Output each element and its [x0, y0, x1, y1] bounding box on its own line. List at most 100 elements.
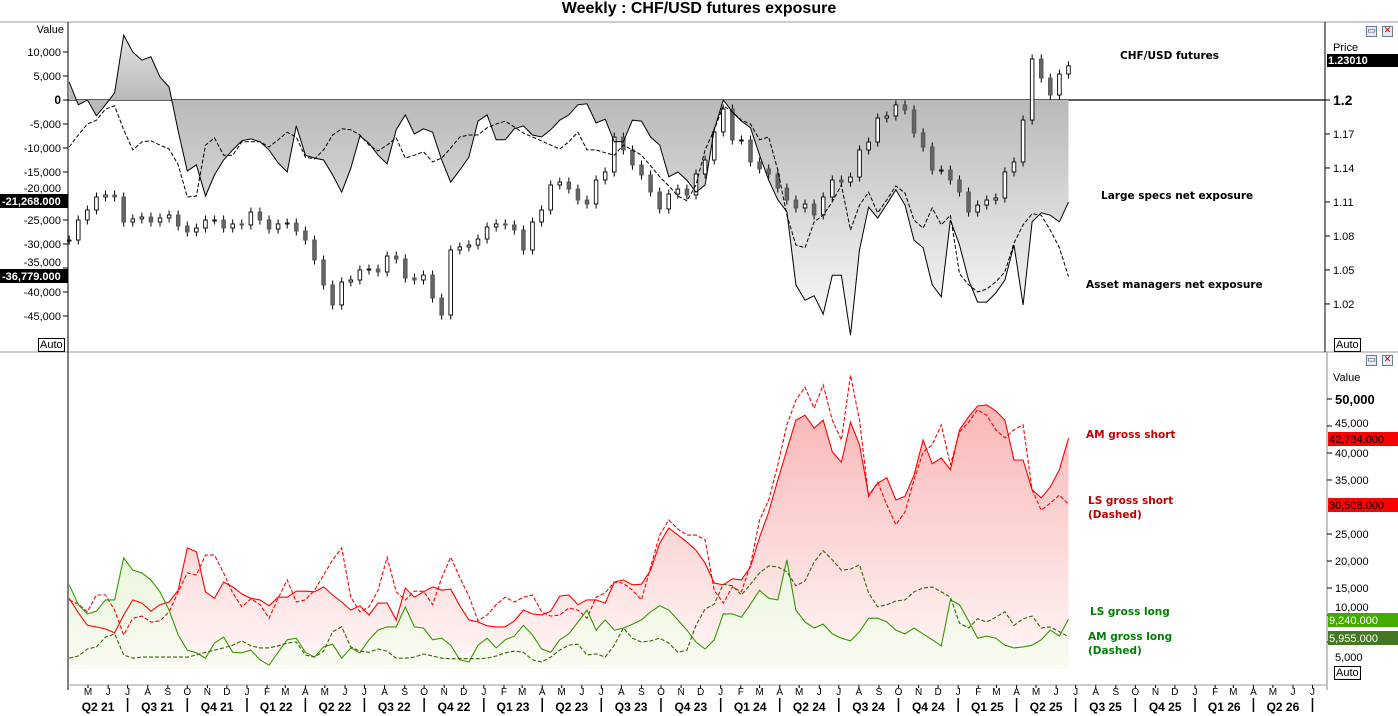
- month-tick-label: F: [738, 687, 744, 698]
- month-tick-label: A: [144, 687, 151, 698]
- candle-body: [85, 209, 90, 221]
- month-tick-label: D: [1171, 687, 1178, 698]
- candle-body: [493, 223, 499, 228]
- month-tick-label: J: [362, 687, 367, 698]
- candle-body: [66, 239, 72, 242]
- candle-body: [757, 161, 762, 170]
- value-labels: 1.23010 -21,268.000 -36,779.000 42,734.000 3…: [0, 50, 1398, 657]
- bottom-tick-label: 5,000: [1335, 652, 1363, 664]
- large-specs-net-fill: [69, 35, 1069, 336]
- candle-body: [575, 188, 581, 201]
- candle-body: [130, 218, 136, 223]
- quarter-label: Q3 25: [1089, 700, 1122, 714]
- month-tick-label: S: [401, 687, 408, 698]
- ls-gross-long-line: [68, 556, 1069, 666]
- quarter-label: Q4 25: [1149, 700, 1182, 714]
- candle-body: [784, 187, 790, 201]
- top-left-auto-scale-button[interactable]: Auto: [38, 338, 65, 352]
- am-gross-short-line: [68, 404, 1070, 634]
- month-tick-label: J: [1291, 687, 1296, 698]
- month-tick-label: A: [1250, 687, 1257, 698]
- month-tick-label: D: [460, 687, 467, 698]
- left-tick-label: -5,000: [30, 119, 61, 131]
- month-tick-label: M: [1032, 687, 1040, 698]
- top-panel-minimize-button[interactable]: ▭: [1366, 26, 1377, 37]
- month-tick-label: F: [1212, 687, 1218, 698]
- last-price-label-box: [1327, 54, 1398, 67]
- last-am-long-label-box: [1328, 631, 1398, 645]
- top-panel-close-button[interactable]: ✕: [1382, 26, 1393, 37]
- candle-body: [421, 274, 426, 281]
- candle-body: [166, 214, 172, 219]
- candle-body: [1020, 119, 1026, 163]
- quarter-label: Q2 22: [319, 700, 352, 714]
- month-tick-label: J: [481, 687, 486, 698]
- month-tick-label: M: [281, 687, 289, 698]
- candle-body: [793, 199, 799, 209]
- bottom-axis-title: Value: [1333, 372, 1360, 384]
- month-tick-label: J: [1054, 687, 1059, 698]
- last-ls-short-label-box: [1328, 498, 1398, 512]
- candle-body: [675, 188, 681, 195]
- month-tick-label: J: [956, 687, 961, 698]
- chart-title: Weekly : CHF/USD futures exposure: [561, 0, 837, 17]
- month-tick-label: J: [342, 687, 347, 698]
- price-tick-label: 1.17: [1333, 129, 1354, 141]
- candle-body: [194, 227, 199, 233]
- month-tick-label: J: [125, 687, 130, 698]
- annotation-am-short: AM gross short: [1086, 429, 1175, 441]
- candle-body: [521, 229, 526, 251]
- candle-body: [185, 225, 190, 233]
- top-right-auto-scale-button[interactable]: Auto: [1334, 338, 1361, 352]
- month-tick-label: A: [618, 687, 625, 698]
- left-axis-title: Value: [37, 24, 64, 36]
- price-tick-label: 1.05: [1333, 265, 1354, 277]
- month-tick-label: A: [381, 687, 388, 698]
- candle-body: [312, 239, 317, 261]
- candle-body: [348, 279, 354, 283]
- month-tick-label: J: [244, 687, 249, 698]
- ls-net-area: [69, 35, 1069, 336]
- candle-body: [175, 214, 181, 227]
- candle-body: [866, 141, 871, 151]
- month-tick-label: A: [856, 687, 863, 698]
- bottom-tick-label: 10,000: [1335, 602, 1369, 614]
- candle-body: [303, 230, 308, 241]
- last-am-short-label-box: [1328, 432, 1398, 446]
- candle-body: [448, 249, 453, 316]
- candle-body: [1002, 171, 1008, 199]
- candle-body: [94, 196, 99, 211]
- month-tick-label: O: [895, 687, 903, 698]
- month-tick-label: O: [1131, 687, 1139, 698]
- month-tick-label: A: [1013, 687, 1020, 698]
- month-tick-label: S: [164, 687, 171, 698]
- candle-body: [403, 258, 408, 279]
- candle-body: [848, 176, 853, 183]
- candle-body: [239, 223, 245, 226]
- month-tick-label: M: [1229, 687, 1237, 698]
- candle-body: [593, 179, 599, 205]
- left-tick-label: -35,000: [24, 257, 61, 269]
- candle-body: [330, 284, 335, 306]
- candle-body: [984, 199, 989, 206]
- month-tick-label: J: [718, 687, 723, 698]
- bottom-panel-close-button[interactable]: ✕: [1382, 355, 1393, 366]
- left-tick-label: -10,000: [24, 143, 61, 155]
- bottom-auto-scale-button[interactable]: Auto: [1334, 666, 1361, 680]
- candle-body: [657, 191, 662, 210]
- bottom-panel-minimize-button[interactable]: ▭: [1366, 355, 1377, 366]
- candle-body: [157, 217, 163, 223]
- candle-body: [1057, 73, 1062, 96]
- candle-body: [884, 115, 890, 119]
- candle-body: [666, 193, 672, 210]
- month-tick-label: M: [755, 687, 763, 698]
- bottom-tick-label: 40,000: [1335, 448, 1369, 460]
- candle-body: [530, 221, 535, 251]
- month-tick-label: M: [558, 687, 566, 698]
- candle-body: [248, 211, 254, 226]
- last-am-net-label: -36,779.000: [2, 271, 61, 283]
- month-tick-label: J: [1310, 687, 1315, 698]
- ls-gross-short-line: [68, 375, 1069, 637]
- candle-body: [820, 196, 826, 216]
- price-tick-label: 1.2: [1333, 92, 1353, 108]
